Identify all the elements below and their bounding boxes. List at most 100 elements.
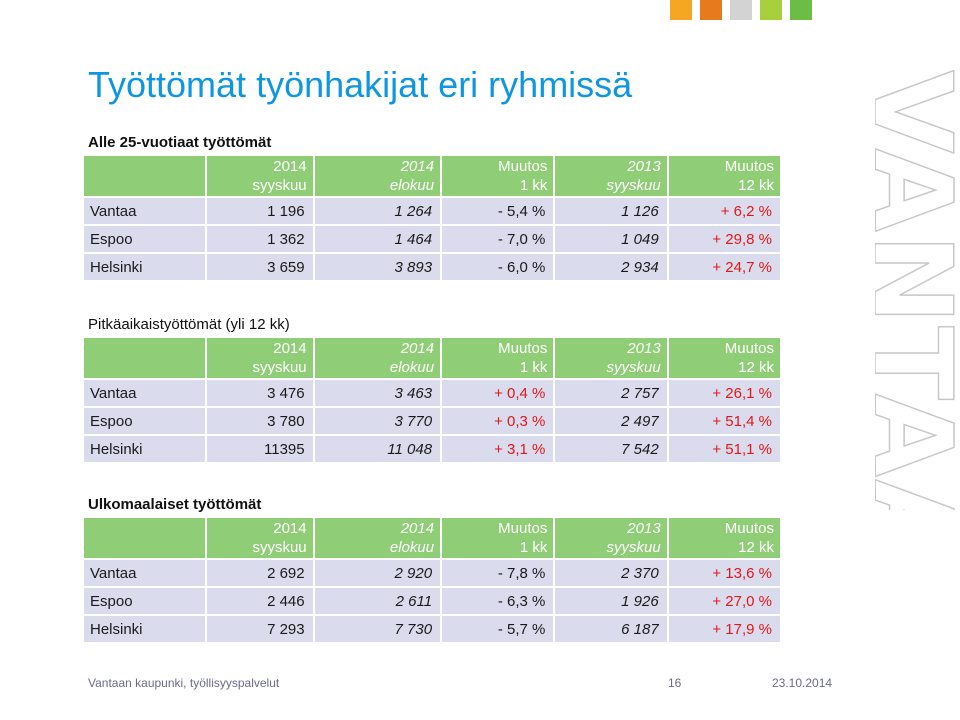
header-line: 1 kk [519,177,548,194]
value-cell: 11 048 [314,436,441,462]
value-cell: 3 476 [207,380,313,406]
header-line: 12 kk [738,359,774,376]
value-cell: 3 770 [314,408,441,434]
header-corner [84,518,206,558]
value-cell: 1 362 [207,226,313,252]
header-2013-syyskuu: 2013 syyskuu [555,338,667,378]
corner-squares [670,0,812,20]
table-header-row: 2014 syyskuu 2014 elokuu Muutos 1 kk 2013 sy… [84,156,780,196]
table-row: Espoo 2 446 2 611 - 6,3 % 1 926 + 27,0 % [84,588,780,614]
table-header-row: 2014 syyskuu 2014 elokuu Muutos 1 kk 2013 sy… [84,518,780,558]
table-row: Espoo 1 362 1 464 - 7,0 % 1 049 + 29,8 % [84,226,780,252]
vantaa-watermark: VANTAA [875,70,960,510]
header-muutos-1kk: Muutos 1 kk [442,338,554,378]
change-cell: - 6,0 % [442,254,554,280]
header-2013-syyskuu: 2013 syyskuu [555,156,667,196]
value-cell: 2 370 [555,560,667,586]
value-cell: 6 187 [555,616,667,642]
section-title-foreign: Ulkomaalaiset työttömät [88,496,262,513]
value-cell: 11395 [207,436,313,462]
change-cell: + 0,3 % [442,408,554,434]
value-cell: 1 196 [207,198,313,224]
table-row: Helsinki 11395 11 048 + 3,1 % 7 542 + 51… [84,436,780,462]
page-title: Työttömät työnhakijat eri ryhmissä [88,64,633,105]
table-longterm: 2014 syyskuu 2014 elokuu Muutos 1 kk 2013 sy… [82,336,782,464]
header-line: syyskuu [606,539,661,556]
section-title-longterm: Pitkäaikaistyöttömät (yli 12 kk) [88,316,290,333]
header-2014-elokuu: 2014 elokuu [314,518,441,558]
value-cell: 1 264 [314,198,441,224]
table-row: Vantaa 3 476 3 463 + 0,4 % 2 757 + 26,1 … [84,380,780,406]
table-row: Helsinki 3 659 3 893 - 6,0 % 2 934 + 24,… [84,254,780,280]
value-cell: 7 542 [555,436,667,462]
table-row: Espoo 3 780 3 770 + 0,3 % 2 497 + 51,4 % [84,408,780,434]
header-muutos-12kk: Muutos 12 kk [668,338,780,378]
header-2014-elokuu: 2014 elokuu [314,338,441,378]
header-2013-syyskuu: 2013 syyskuu [555,518,667,558]
change-cell: - 5,7 % [442,616,554,642]
header-muutos-12kk: Muutos 12 kk [668,156,780,196]
value-cell: 2 692 [207,560,313,586]
city-cell: Helsinki [84,254,206,280]
city-cell: Espoo [84,408,206,434]
footer-page-number: 16 [668,676,682,690]
header-2014-syyskuu: 2014 syyskuu [207,518,313,558]
header-line: 12 kk [738,539,774,556]
change-cell: + 0,4 % [442,380,554,406]
header-line: elokuu [389,359,435,376]
value-cell: 2 611 [314,588,441,614]
header-line: 1 kk [519,539,548,556]
change-cell: - 6,3 % [442,588,554,614]
value-cell: 7 293 [207,616,313,642]
value-cell: 2 497 [555,408,667,434]
header-muutos-1kk: Muutos 1 kk [442,518,554,558]
header-line: syyskuu [606,359,661,376]
header-muutos-1kk: Muutos 1 kk [442,156,554,196]
header-line: elokuu [389,177,435,194]
change-cell: + 3,1 % [442,436,554,462]
header-line: elokuu [389,539,435,556]
header-line: 2014 [400,519,435,537]
table-header-row: 2014 syyskuu 2014 elokuu Muutos 1 kk 2013 sy… [84,338,780,378]
decor-square-3 [730,0,752,20]
table-row: Vantaa 2 692 2 920 - 7,8 % 2 370 + 13,6 … [84,560,780,586]
header-line: 2014 [273,157,307,175]
header-muutos-12kk: Muutos 12 kk [668,518,780,558]
decor-square-5 [790,0,812,20]
change-cell: + 51,1 % [668,436,780,462]
change-cell: + 27,0 % [668,588,780,614]
header-2014-syyskuu: 2014 syyskuu [207,338,313,378]
change-cell: + 24,7 % [668,254,780,280]
value-cell: 1 926 [555,588,667,614]
value-cell: 3 780 [207,408,313,434]
header-line: Muutos [724,339,774,357]
table-youth: 2014 syyskuu 2014 elokuu Muutos 1 kk 2013 sy… [82,154,782,282]
header-line: 1 kk [519,359,548,376]
change-cell: - 7,0 % [442,226,554,252]
header-line: 2014 [273,519,307,537]
header-line: Muutos [498,339,548,357]
change-cell: + 13,6 % [668,560,780,586]
value-cell: 1 049 [555,226,667,252]
value-cell: 1 126 [555,198,667,224]
value-cell: 1 464 [314,226,441,252]
header-line: 12 kk [738,177,774,194]
value-cell: 2 920 [314,560,441,586]
header-line: syyskuu [252,539,307,556]
header-line: 2014 [400,157,435,175]
change-cell: + 17,9 % [668,616,780,642]
header-line: 2013 [627,157,661,175]
change-cell: - 7,8 % [442,560,554,586]
change-cell: + 6,2 % [668,198,780,224]
city-cell: Vantaa [84,198,206,224]
table-row: Helsinki 7 293 7 730 - 5,7 % 6 187 + 17,… [84,616,780,642]
footer-date: 23.10.2014 [772,676,833,690]
header-line: 2014 [400,339,435,357]
change-cell: - 5,4 % [442,198,554,224]
value-cell: 3 463 [314,380,441,406]
header-line: Muutos [498,157,548,175]
city-cell: Helsinki [84,616,206,642]
value-cell: 3 659 [207,254,313,280]
city-cell: Espoo [84,226,206,252]
value-cell: 2 757 [555,380,667,406]
